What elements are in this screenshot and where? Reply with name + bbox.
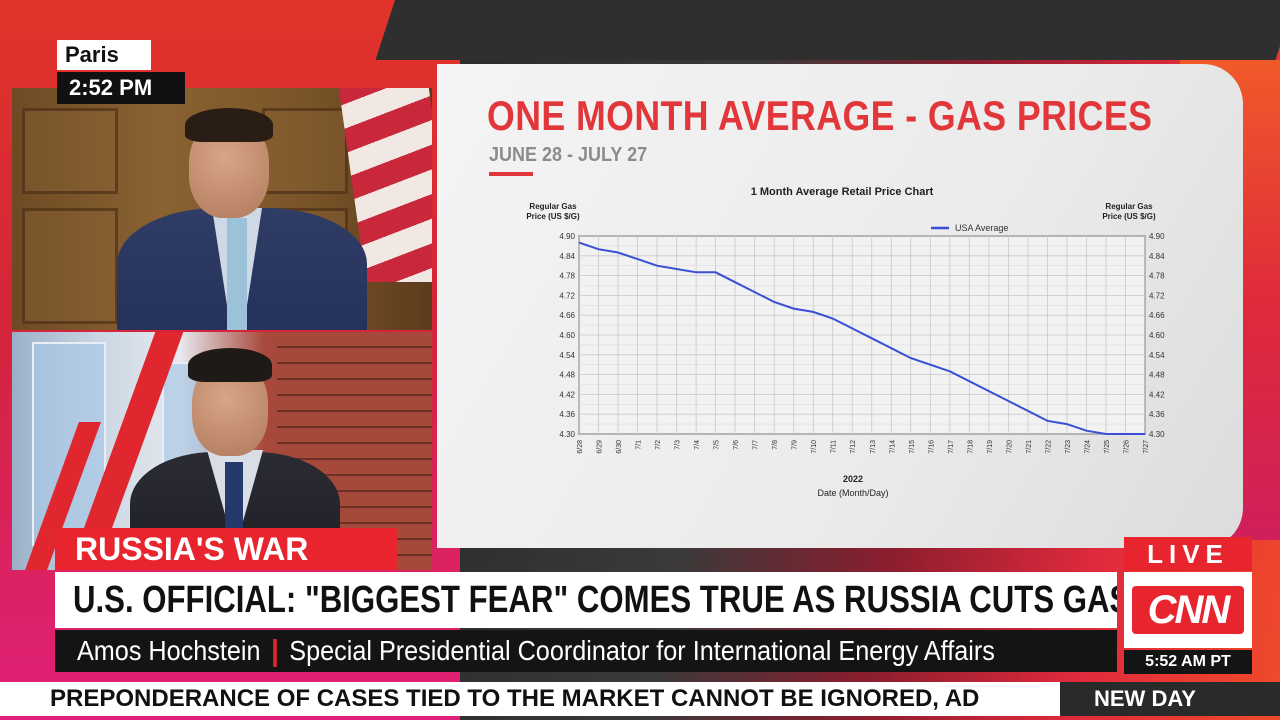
series-line-usa-average — [578, 241, 1145, 435]
guest-title: Special Presidential Coordinator for Int… — [289, 635, 995, 666]
guest-name: Amos Hochstein — [77, 635, 261, 666]
y-tick-label-right: 4.90 — [1149, 232, 1165, 241]
x-tick-label: 7/9 — [792, 440, 799, 450]
chart-headline: ONE MONTH AVERAGE - GAS PRICES — [487, 92, 1153, 139]
guest-tie — [227, 218, 247, 330]
y-tick-label-left: 4.66 — [559, 311, 575, 320]
x-tick-label: 7/27 — [1143, 440, 1150, 454]
x-tick-label: 7/14 — [889, 440, 896, 454]
y-tick-label-left: 4.48 — [559, 371, 575, 380]
chart-panel: ONE MONTH AVERAGE - GAS PRICES JUNE 28 -… — [437, 64, 1243, 548]
x-tick-label: 7/18 — [967, 440, 974, 454]
cnn-logo: CNN — [1132, 586, 1244, 634]
y-tick-label-right: 4.30 — [1149, 430, 1165, 439]
location-city: Paris — [57, 40, 151, 70]
y-tick-label-right: 4.60 — [1149, 331, 1165, 340]
x-tick-label: 7/8 — [772, 440, 779, 450]
name-separator — [273, 638, 277, 667]
headline-text: U.S. OFFICIAL: "BIGGEST FEAR" COMES TRUE… — [73, 579, 1117, 621]
y-axis-label-left: Regular Gas Price (US $/G) — [526, 202, 580, 221]
y-tick-label-right: 4.78 — [1149, 272, 1165, 281]
live-badge: LIVE — [1124, 537, 1252, 571]
x-tick-label: 7/5 — [714, 440, 721, 450]
y-tick-label-right: 4.48 — [1149, 371, 1165, 380]
x-tick-label: 7/20 — [1006, 440, 1013, 454]
x-tick-label: 6/30 — [616, 440, 623, 454]
network-logo-box: CNN — [1124, 572, 1252, 648]
x-tick-label: 7/21 — [1026, 440, 1033, 454]
x-axis-label: Date (Month/Day) — [817, 488, 888, 498]
name-bar: Amos Hochstein Special Presidential Coord… — [55, 630, 1117, 672]
x-tick-label: 7/2 — [655, 440, 662, 450]
anchor-tie — [225, 462, 243, 532]
y-tick-label-right: 4.84 — [1149, 252, 1165, 261]
x-tick-label: 7/1 — [636, 440, 643, 450]
y-tick-label-left: 4.54 — [559, 351, 575, 360]
x-tick-label: 6/28 — [577, 440, 584, 454]
chart-title: 1 Month Average Retail Price Chart — [751, 186, 934, 198]
y-tick-label-left: 4.84 — [559, 252, 575, 261]
guest-video-feed — [12, 88, 432, 330]
x-axis-year: 2022 — [843, 474, 863, 484]
legend-label: USA Average — [955, 223, 1008, 233]
x-tick-label: 7/22 — [1045, 440, 1052, 454]
x-tick-label: 7/13 — [870, 440, 877, 454]
y-tick-label-left: 4.78 — [559, 272, 575, 281]
door-panel — [22, 208, 118, 324]
chart-headline-underline — [489, 172, 533, 176]
anchor-hair — [188, 348, 272, 382]
headline-bar: U.S. OFFICIAL: "BIGGEST FEAR" COMES TRUE… — [55, 572, 1117, 628]
guest-hair — [185, 108, 273, 142]
y-tick-label-left: 4.60 — [559, 331, 575, 340]
chart-date-range: JUNE 28 - JULY 27 — [489, 144, 648, 166]
y-tick-label-left: 4.90 — [559, 232, 575, 241]
x-tick-label: 7/25 — [1104, 440, 1111, 454]
x-tick-label: 6/29 — [597, 440, 604, 454]
gas-price-chart: 1 Month Average Retail Price Chart Regula… — [526, 186, 1165, 498]
x-tick-label: 7/23 — [1065, 440, 1072, 454]
guest-person — [117, 108, 367, 330]
x-tick-label: 7/6 — [733, 440, 740, 450]
x-tick-label: 7/26 — [1123, 440, 1130, 454]
x-tick-label: 7/12 — [850, 440, 857, 454]
x-tick-label: 7/17 — [948, 440, 955, 454]
ticker-text: PREPONDERANCE OF CASES TIED TO THE MARKE… — [50, 685, 980, 712]
broadcast-clock: 5:52 AM PT — [1124, 650, 1252, 674]
show-name: NEW DAY — [1060, 682, 1280, 716]
y-tick-label-left: 4.72 — [559, 291, 575, 300]
y-tick-label-right: 4.42 — [1149, 390, 1165, 399]
y-tick-label-right: 4.72 — [1149, 291, 1165, 300]
x-tick-label: 7/11 — [831, 440, 838, 453]
y-tick-label-right: 4.36 — [1149, 410, 1165, 419]
x-tick-label: 7/24 — [1084, 440, 1091, 454]
topic-tag: RUSSIA'S WAR — [55, 528, 397, 570]
y-tick-label-left: 4.30 — [559, 430, 575, 439]
x-tick-label: 7/3 — [675, 440, 682, 450]
y-tick-label-left: 4.42 — [559, 390, 575, 399]
x-tick-label: 7/10 — [811, 440, 818, 454]
background-band — [375, 0, 1280, 60]
x-tick-label: 7/7 — [753, 440, 760, 450]
x-tick-label: 7/4 — [694, 440, 701, 450]
door-panel — [22, 108, 118, 194]
location-time: 2:52 PM — [57, 72, 185, 104]
x-tick-label: 7/15 — [909, 440, 916, 454]
y-axis-label-right: Regular Gas Price (US $/G) — [1102, 202, 1156, 221]
y-tick-label-right: 4.54 — [1149, 351, 1165, 360]
y-tick-label-left: 4.36 — [559, 410, 575, 419]
x-tick-label: 7/19 — [987, 440, 994, 454]
y-tick-label-right: 4.66 — [1149, 311, 1165, 320]
x-tick-label: 7/16 — [928, 440, 935, 454]
